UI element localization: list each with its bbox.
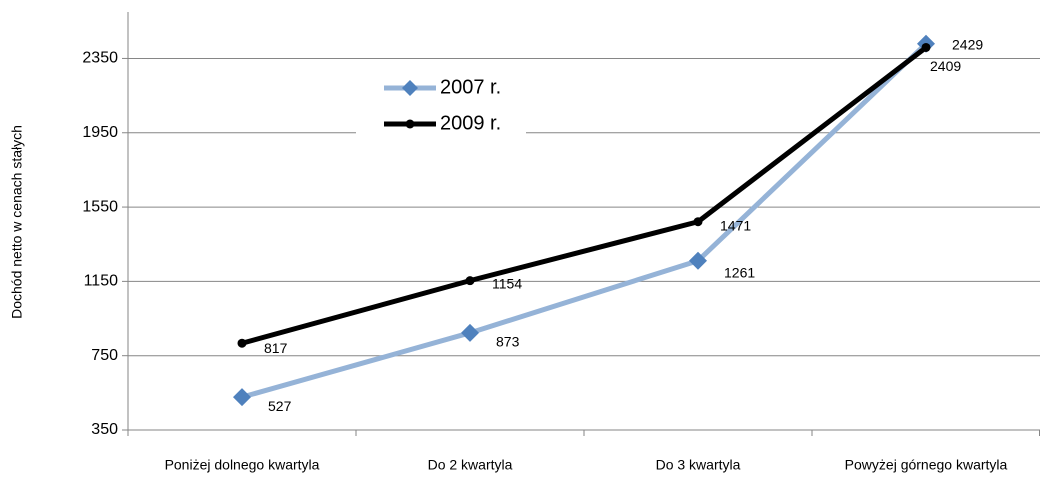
data-label: 1261 [724, 264, 755, 280]
x-tick-label: Powyżej górnego kwartyla [845, 457, 1008, 473]
legend-label: 2007 r. [440, 76, 501, 98]
legend-marker [402, 80, 418, 96]
y-tick-label: 350 [91, 421, 118, 438]
data-label: 873 [496, 334, 520, 350]
marker [921, 42, 931, 52]
marker [233, 388, 251, 407]
x-tick-label: Poniżej dolnego kwartyla [165, 457, 320, 473]
data-label: 2429 [952, 36, 983, 52]
y-tick-label: 2350 [82, 50, 118, 67]
marker [237, 338, 247, 348]
marker [693, 217, 703, 227]
marker [465, 276, 475, 286]
y-tick-label: 1550 [82, 198, 118, 215]
legend-box [356, 70, 526, 142]
legend-label: 2009 r. [440, 112, 501, 134]
series-line [241, 41, 928, 400]
data-label: 817 [264, 340, 288, 356]
data-label: 2409 [930, 58, 961, 74]
marker [689, 251, 707, 270]
y-tick-label: 750 [91, 347, 118, 364]
x-tick-label: Do 2 kwartyla [428, 457, 513, 473]
data-label: 1154 [492, 275, 522, 291]
y-axis-title: Dochód netto w cenach stałych [9, 125, 25, 319]
legend: 2007 r. 2009 r. [356, 70, 526, 142]
data-label: 527 [268, 398, 292, 414]
legend-marker [405, 119, 415, 129]
x-tick-label: Do 3 kwartyla [656, 457, 741, 473]
series-line [241, 45, 928, 346]
y-tick-label: 1150 [84, 273, 119, 290]
data-label: 1471 [720, 217, 751, 233]
marker [461, 323, 479, 342]
y-tick-label: 1950 [82, 124, 118, 141]
